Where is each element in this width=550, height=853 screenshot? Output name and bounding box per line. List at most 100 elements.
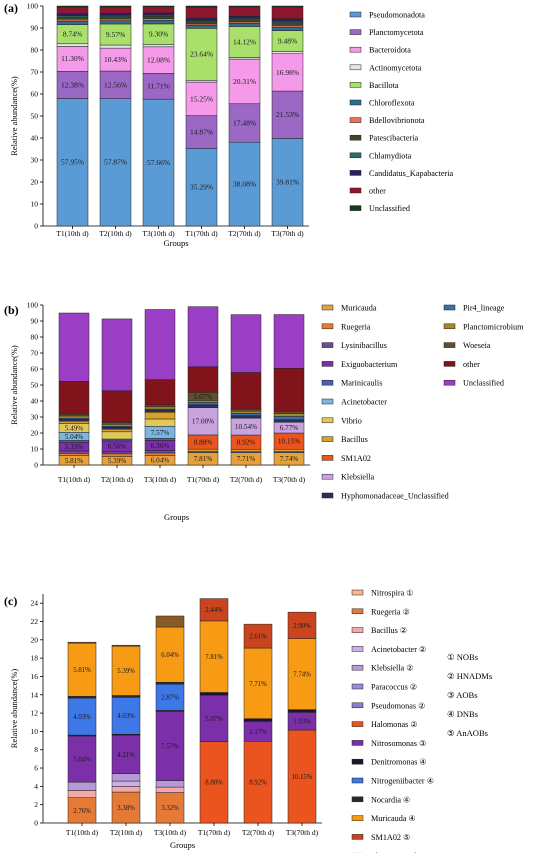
y-tick-label: 18 <box>31 654 39 663</box>
data-label: 5.81% <box>65 457 84 465</box>
bar-segment-actinomycetota <box>142 44 175 48</box>
y-tick-label: 60 <box>31 365 39 374</box>
bar-segment-other <box>101 390 133 423</box>
bar-segment-nitrosomonas <box>67 735 97 783</box>
bar-segment-bacillus <box>58 420 90 424</box>
y-tick-label: 80 <box>31 46 39 55</box>
legend-swatch <box>349 205 362 211</box>
bar-segment-nitrosomonas <box>199 694 229 742</box>
legend-item-planctomycetota: Planctomycetota <box>349 28 424 37</box>
bar-stack-t2-10th-d: 5.39% 6.56% <box>101 318 133 466</box>
legend-label: Unclassified <box>369 204 410 213</box>
data-label: 11.71% <box>147 82 170 91</box>
bar-segment-chloroflexota <box>56 20 89 25</box>
data-label: 6.77% <box>280 424 299 432</box>
data-label: 8.88% <box>205 780 223 787</box>
legend-swatch <box>321 379 334 386</box>
bar-segment-planctomycetota <box>56 71 89 99</box>
legend-swatch <box>351 608 364 615</box>
legend-swatch <box>351 796 364 803</box>
bar-segment-candidatus-kapabacteria <box>99 13 132 16</box>
bar-segment-unclassified <box>99 5 132 8</box>
panel-label: (c) <box>4 594 17 608</box>
bar-segment-chloroflexota <box>99 20 132 25</box>
y-tick-label: 22 <box>31 617 39 626</box>
bar-segment-patescibacteria <box>99 16 132 20</box>
legend-swatch <box>443 323 456 330</box>
x-tick-label: T3(70th d) <box>286 828 319 837</box>
x-tick-label: T1(70th d) <box>185 229 218 238</box>
bar-segment-nocardia <box>111 695 141 698</box>
data-label: 12.38% <box>61 80 84 89</box>
bar-segment-other <box>185 6 218 19</box>
y-tick-label: 90 <box>31 317 39 326</box>
data-label: 20.31% <box>233 77 256 86</box>
legend-swatch <box>321 323 334 330</box>
data-label: 7.81% <box>205 654 223 661</box>
data-label: 14.87% <box>190 127 213 136</box>
bar-stack-t3-70th-d: 10.15% 1.93% 7.74% 2.90% <box>287 611 317 824</box>
legend-item-sm1a02: SM1A02 ⑤ <box>351 833 410 842</box>
bar-segment-patescibacteria <box>228 19 261 23</box>
legend-item-klebsiella: Klebsiella ② <box>351 664 414 673</box>
bar-segment-bdellovibrionota <box>142 18 175 21</box>
legend-swatch <box>351 740 364 746</box>
legend-label: Acinetobacter <box>341 398 387 407</box>
legend-label: Nitrosomonas ③ <box>371 739 426 748</box>
bar-segment-vibrio <box>101 431 133 440</box>
legend-swatch <box>321 473 334 480</box>
x-tick-label: T1(70th d) <box>198 828 231 837</box>
y-tick-label: 100 <box>27 2 39 11</box>
bar-segment-planctomycetota <box>142 73 175 100</box>
legend-item-patescibacteria: Patescibacteria <box>349 134 418 143</box>
y-tick-label: 10 <box>31 200 39 209</box>
data-label: 6.04% <box>161 652 179 659</box>
data-label: 57.66% <box>147 158 170 167</box>
y-tick-label: 80 <box>31 333 39 342</box>
y-axis-title: Relative abundance(%) <box>9 345 19 425</box>
data-label: 11.30% <box>61 54 84 63</box>
legend-item-hyphomonadaceae-unclassified: Hyphomonadaceae_Unclassified <box>321 492 449 501</box>
data-label: 5.07% <box>205 716 223 723</box>
bar-segment-hyphomonadaceae-unclassified <box>144 409 176 413</box>
y-tick-label: 50 <box>31 112 39 121</box>
data-label: 38.08% <box>233 180 256 189</box>
legend-label: Bacillus ② <box>371 626 407 635</box>
y-axis-title: Relative abundance(%) <box>9 76 19 156</box>
x-axis-title: Groups <box>170 840 195 850</box>
bar-stack-t2-10th-d: 57.87% 12.56% 10.43% 9.57% <box>99 5 132 227</box>
legend-item-vibrio: Vibrio <box>321 416 362 425</box>
bar-segment-planctomicrobium <box>101 424 133 427</box>
bar-segment-bacteroidota <box>142 46 175 74</box>
bar-segment-bacillus <box>273 449 305 452</box>
bar-segment-bacteroidota <box>271 53 304 92</box>
legend-swatch <box>321 304 334 311</box>
y-tick-label: 20 <box>31 429 39 438</box>
bar-segment-muricauda <box>111 645 141 696</box>
bar-segment-planctomicrobium <box>230 410 262 414</box>
y-tick-label: 10 <box>31 727 39 736</box>
legend-item-chloroflexota: Chloroflexota <box>349 99 415 108</box>
data-label: 14.12% <box>233 37 256 46</box>
bar-segment-unclassified <box>144 309 176 380</box>
legend-swatch <box>443 379 456 386</box>
legend-swatch <box>443 304 456 311</box>
legend-swatch <box>321 398 334 405</box>
data-label: 57.95% <box>61 158 84 167</box>
bar-segment-planctomycetota <box>228 103 261 143</box>
bar-segment-marinicaulis <box>101 438 133 442</box>
bar-segment-nocardia <box>67 696 97 699</box>
bar-segment-pir4-lineage <box>230 413 262 416</box>
legend-item-halomonas: Halomonas ② <box>351 720 418 729</box>
legend-item-lysinibacillus: Lysinibacillus <box>321 341 387 350</box>
bar-segment-candidatus-kapabacteria <box>271 18 304 22</box>
bar-segment-unclassified <box>271 5 304 8</box>
bar-segment-pseudomonadota <box>271 138 304 227</box>
data-label: 5.81% <box>73 667 91 674</box>
bar-segment-actinomycetota <box>185 80 218 83</box>
data-label: 35.29% <box>190 183 213 192</box>
x-tick-label: T2(70th d) <box>242 828 275 837</box>
bar-stack-t1-10th-d: 57.95% 12.38% 11.30% 8.74% <box>56 5 89 227</box>
y-tick-label: 40 <box>31 397 39 406</box>
